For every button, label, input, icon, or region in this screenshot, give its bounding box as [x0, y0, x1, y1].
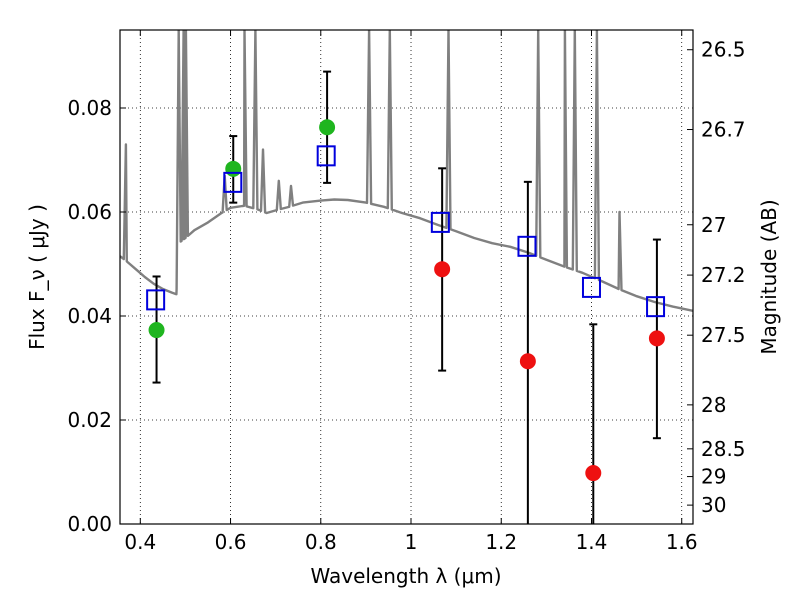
model-marker: [223, 171, 243, 193]
low_snr-marker: [434, 261, 451, 278]
y-axis-ticks: 0.00 0.02 0.04 0.06 0.08: [67, 96, 126, 536]
spectrum-line: [120, 30, 693, 312]
model-marker: [316, 145, 336, 167]
x-tick-label: 0.6: [215, 530, 247, 554]
magnitude-tick-label: 27.2: [701, 263, 746, 287]
y-axis-label: Flux F_ν ( μJy ): [25, 204, 49, 350]
x-tick-label: 1.6: [666, 530, 698, 554]
magnitude-tick-label: 26.5: [701, 38, 746, 62]
magnitude-tick-label: 26.7: [701, 118, 746, 142]
detection-marker: [319, 119, 336, 136]
spectrum-layer: [120, 30, 693, 312]
magnitude-tick-label: 28.5: [701, 437, 746, 461]
y-tick-label: 0.02: [67, 408, 112, 432]
x-axis-ticks: 0.4 0.6 0.8 1 1.2 1.4 1.6: [124, 30, 698, 554]
magnitude-tick-label: 27: [701, 213, 726, 237]
low_snr-marker: [519, 353, 536, 370]
magnitude-tick-label: 29: [701, 465, 726, 489]
model-marker: [581, 276, 601, 298]
model-marker: [517, 235, 537, 257]
model-marker: [646, 296, 666, 318]
x-tick-label: 0.8: [305, 530, 337, 554]
plot-background: [120, 30, 693, 524]
x-tick-label: 1.4: [576, 530, 608, 554]
low_snr-marker: [648, 330, 665, 347]
magnitude-axis-label: Magnitude (AB): [757, 199, 781, 354]
y-tick-label: 0.06: [67, 200, 112, 224]
magnitude-tick-label: 28: [701, 393, 726, 417]
y-tick-label: 0.00: [67, 512, 112, 536]
model-marker: [146, 289, 166, 311]
x-tick-label: 0.4: [124, 530, 156, 554]
magnitude-tick-label: 30: [701, 493, 726, 517]
detection-marker: [148, 322, 165, 339]
x-tick-label: 1: [405, 530, 418, 554]
magnitude-axis-ticks: 26.5 26.7 27 27.2 27.5 28 28.5 29 30: [687, 38, 746, 517]
marker-layer: [146, 119, 666, 482]
detection-marker: [225, 160, 242, 177]
y-tick-label: 0.04: [67, 304, 112, 328]
magnitude-tick-label: 27.5: [701, 323, 746, 347]
model-marker: [430, 211, 450, 233]
x-tick-label: 1.2: [485, 530, 517, 554]
plot-frame: [119, 29, 694, 525]
x-axis-label: Wavelength λ (μm): [310, 564, 501, 588]
y-tick-label: 0.08: [67, 96, 112, 120]
low_snr-marker: [585, 465, 602, 482]
